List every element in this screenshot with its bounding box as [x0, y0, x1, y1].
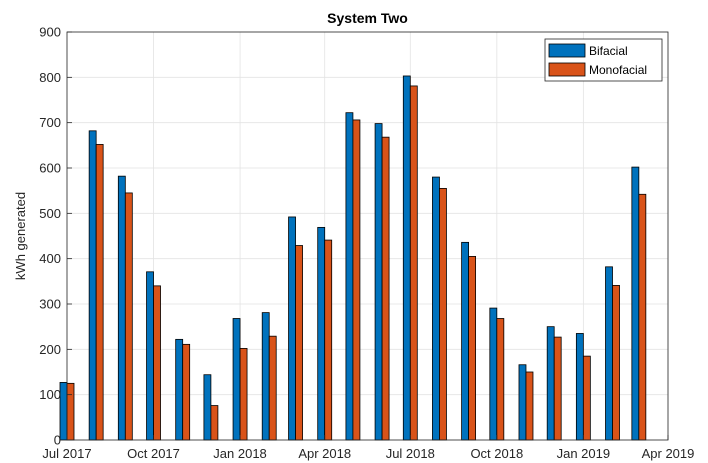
bar-monofacial	[439, 187, 447, 441]
bar-monofacial	[409, 85, 418, 441]
legend-label-bifacial: Bifacial	[589, 44, 628, 58]
x-tick-label: Apr 2018	[298, 446, 351, 461]
chart-title: System Two	[327, 10, 408, 26]
bar-bifacial	[203, 374, 212, 441]
legend: Bifacial Monofacial	[544, 38, 663, 82]
bar-bifacial	[546, 326, 555, 441]
bar-bifacial	[261, 312, 270, 441]
bar-bifacial	[232, 318, 241, 441]
bar-monofacial	[239, 348, 248, 441]
bar-monofacial	[496, 318, 505, 441]
y-tick-label: 300	[39, 297, 61, 312]
bar-monofacial	[295, 245, 303, 441]
bar-bifacial	[605, 266, 613, 441]
bar-bifacial	[345, 112, 354, 441]
x-tick-label: Jan 2018	[213, 446, 267, 461]
plot-area	[67, 32, 668, 440]
bar-bifacial	[489, 307, 498, 441]
bar-monofacial	[525, 371, 534, 441]
bar-bifacial	[461, 241, 470, 441]
bar-bifacial	[146, 271, 154, 441]
bar-monofacial	[582, 355, 591, 441]
bar-monofacial	[210, 405, 219, 441]
plot-frame	[66, 31, 669, 441]
bar-bifacial	[59, 382, 68, 441]
bar-bifacial	[288, 216, 296, 441]
x-tick-label: Jan 2019	[557, 446, 611, 461]
y-tick-label: 100	[39, 387, 61, 402]
bar-monofacial	[268, 335, 277, 441]
x-tick-label: Oct 2018	[470, 446, 523, 461]
y-tick-label: 600	[39, 161, 61, 176]
axis-ticks: 0 100 200 300 400 500 600 700 800 900 Jul 2017 Oct …	[39, 25, 694, 462]
bar-monofacial	[324, 239, 333, 441]
bars	[59, 75, 647, 441]
bar-bifacial	[317, 226, 326, 441]
bar-bifacial	[175, 338, 184, 441]
y-axis-label: kWh generated	[13, 192, 28, 280]
y-tick-label: 200	[39, 342, 61, 357]
bar-monofacial	[381, 136, 390, 441]
y-tick-label: 800	[39, 70, 61, 85]
x-tick-label: Jul 2018	[386, 446, 435, 461]
bar-bifacial	[88, 130, 97, 441]
bar-bifacial	[374, 123, 383, 441]
y-tick-label: 900	[39, 25, 61, 40]
bar-monofacial	[153, 285, 161, 441]
bar-bifacial	[402, 75, 411, 441]
bar-monofacial	[182, 343, 191, 441]
x-tick-label: Jul 2017	[42, 446, 91, 461]
y-tick-label: 400	[39, 251, 61, 266]
bar-bifacial	[631, 166, 640, 441]
legend-swatch-monofacial	[548, 62, 586, 77]
bar-bifacial	[518, 364, 527, 441]
bar-monofacial	[95, 144, 104, 441]
x-tick-label: Apr 2019	[642, 446, 695, 461]
bar-bifacial	[117, 175, 126, 441]
x-tick-label: Oct 2017	[127, 446, 180, 461]
legend-label-monofacial: Monofacial	[589, 63, 647, 77]
bar-monofacial	[553, 336, 562, 441]
bar-monofacial	[66, 382, 75, 441]
y-tick-label: 700	[39, 115, 61, 130]
bar-bifacial	[432, 176, 440, 441]
y-tick-label: 0	[54, 433, 61, 448]
bar-monofacial	[124, 192, 133, 441]
bar-monofacial	[468, 255, 477, 441]
y-tick-label: 500	[39, 206, 61, 221]
bar-bifacial	[575, 333, 584, 441]
bar-monofacial	[612, 285, 620, 441]
bar-monofacial	[352, 119, 361, 441]
bar-monofacial	[638, 193, 647, 441]
legend-swatch-bifacial	[548, 43, 586, 58]
